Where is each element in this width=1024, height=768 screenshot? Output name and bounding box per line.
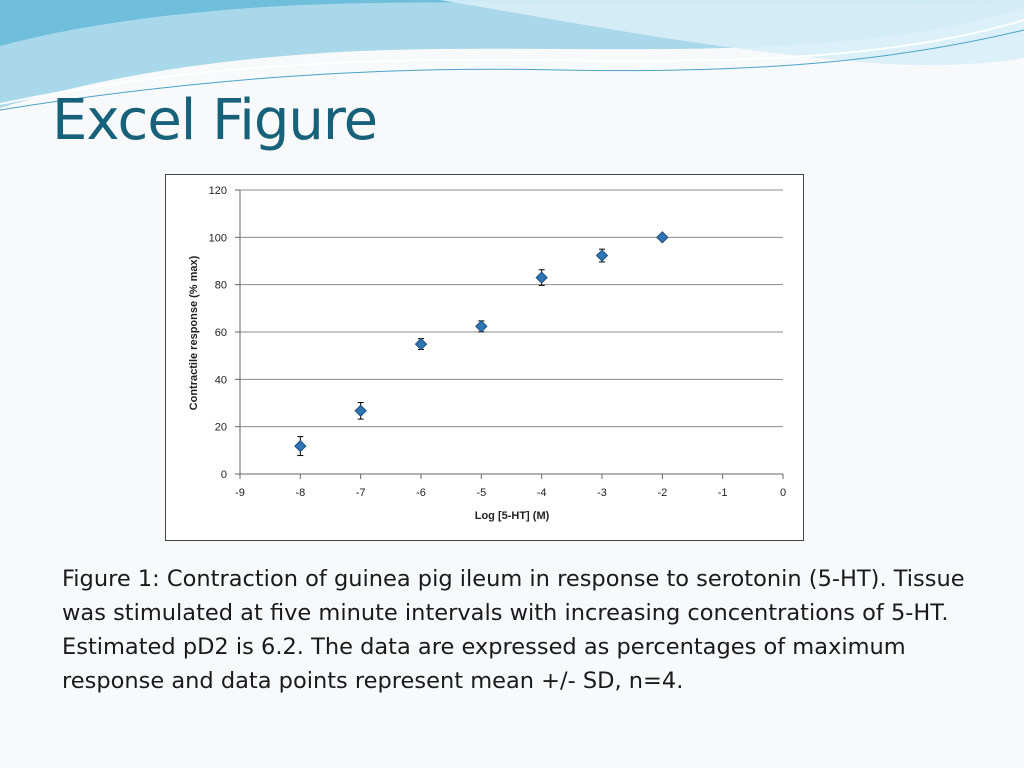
x-tick-label: -2 xyxy=(657,487,667,499)
gridlines xyxy=(240,189,783,428)
slide-title: Excel Figure xyxy=(52,88,378,153)
x-tick-label: -6 xyxy=(416,487,426,499)
x-tick-label: -7 xyxy=(356,487,366,499)
y-tick-label: 100 xyxy=(209,232,227,244)
x-axis-title: Log [5-HT] (M) xyxy=(475,510,550,522)
x-tick-label: -1 xyxy=(718,487,728,499)
x-tick-label: 0 xyxy=(780,487,786,499)
x-tick-label: -3 xyxy=(597,487,607,499)
data-point-marker xyxy=(414,337,428,351)
axes: 0 20 40 60 80 100 120 -9 -8 -7 -6 -5 -4 -3 -2 -1 0 xyxy=(209,185,786,499)
scatter-chart: 0 20 40 60 80 100 120 -9 -8 -7 -6 -5 -4 -3 -2 -1 0 Log [… xyxy=(188,185,786,522)
data-point-marker xyxy=(535,271,548,284)
y-tick-label: 80 xyxy=(215,280,227,292)
y-axis-title: Contractile response (% max) xyxy=(188,255,200,410)
header-wave-decoration xyxy=(0,0,1024,111)
y-tick-label: 20 xyxy=(215,422,227,434)
data-points xyxy=(294,231,669,457)
figure-caption: Figure 1: Contraction of guinea pig ileu… xyxy=(62,566,965,694)
y-tick-label: 0 xyxy=(221,469,227,481)
x-tick-label: -9 xyxy=(235,487,245,499)
data-point-marker xyxy=(475,320,488,333)
chart-container: 0 20 40 60 80 100 120 -9 -8 -7 -6 -5 -4 -3 -2 -1 0 Log [… xyxy=(165,174,804,541)
x-tick-label: -5 xyxy=(476,487,486,499)
x-tick-label: -4 xyxy=(537,487,547,499)
y-tick-label: 60 xyxy=(215,327,227,339)
y-tick-label: 40 xyxy=(215,374,227,386)
data-point-marker xyxy=(595,249,609,262)
data-point-marker xyxy=(294,439,307,453)
data-point-marker xyxy=(656,231,669,244)
y-tick-label: 120 xyxy=(209,185,227,197)
data-point-marker xyxy=(354,404,367,418)
x-tick-label: -8 xyxy=(295,487,305,499)
